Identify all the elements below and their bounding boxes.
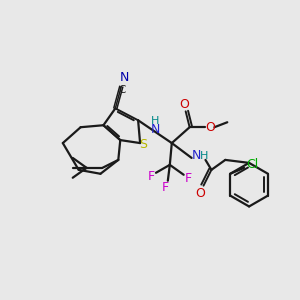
Text: F: F [161,181,168,194]
Text: O: O [206,121,215,134]
Text: H: H [151,116,159,126]
Text: O: O [180,98,190,111]
Text: C: C [118,85,126,94]
Text: S: S [139,138,147,151]
Text: N: N [192,149,201,162]
Text: Cl: Cl [246,158,258,171]
Text: F: F [185,172,192,185]
Text: F: F [147,170,155,183]
Text: N: N [150,123,160,136]
Text: N: N [120,71,129,84]
Text: H: H [200,151,209,161]
Text: O: O [196,187,206,200]
